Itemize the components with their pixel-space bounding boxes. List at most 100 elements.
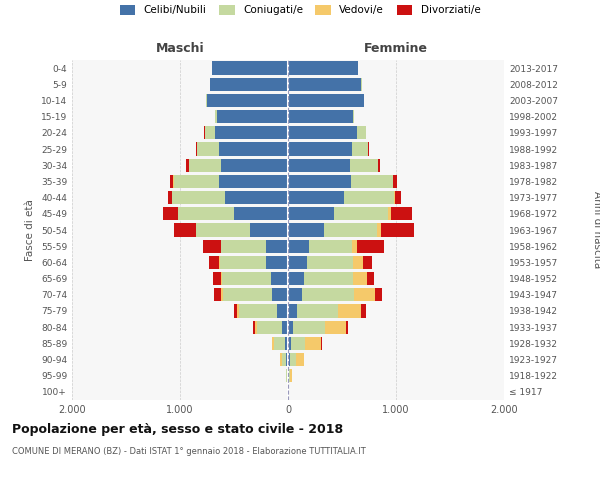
Bar [288, 369, 289, 382]
Bar [290, 353, 296, 366]
Bar [288, 256, 307, 269]
Bar [221, 288, 223, 302]
Bar [288, 62, 358, 74]
Bar [368, 142, 369, 156]
Bar [221, 158, 288, 172]
Bar [215, 126, 288, 140]
Bar [203, 240, 221, 253]
Bar [395, 191, 401, 204]
Bar [196, 142, 197, 156]
Text: Anni di nascita: Anni di nascita [592, 192, 600, 268]
Bar [205, 126, 215, 140]
Bar [346, 320, 349, 334]
Bar [288, 142, 352, 156]
Bar [285, 336, 288, 350]
Bar [288, 240, 308, 253]
Bar [302, 288, 354, 302]
Bar [308, 240, 352, 253]
Bar [388, 207, 391, 220]
Bar [219, 142, 288, 156]
Bar [391, 207, 412, 220]
Bar [217, 110, 288, 124]
Text: Popolazione per età, sesso e stato civile - 2018: Popolazione per età, sesso e stato civil… [12, 422, 343, 436]
Bar [290, 369, 292, 382]
Bar [214, 272, 221, 285]
Bar [288, 158, 350, 172]
Bar [296, 353, 304, 366]
Bar [305, 336, 322, 350]
Bar [286, 369, 287, 382]
Bar [272, 336, 274, 350]
Bar [394, 175, 397, 188]
Bar [266, 240, 288, 253]
Bar [253, 320, 254, 334]
Bar [296, 304, 338, 318]
Bar [209, 256, 219, 269]
Bar [221, 272, 222, 285]
Bar [288, 126, 357, 140]
Bar [287, 369, 288, 382]
Bar [323, 224, 377, 236]
Bar [288, 94, 364, 107]
Bar [219, 175, 288, 188]
Bar [282, 353, 286, 366]
Bar [172, 191, 226, 204]
Bar [239, 304, 277, 318]
Bar [215, 110, 217, 124]
Bar [163, 207, 178, 220]
Y-axis label: Fasce di età: Fasce di età [25, 199, 35, 261]
Bar [220, 256, 266, 269]
Bar [173, 175, 219, 188]
Bar [352, 240, 357, 253]
Bar [357, 126, 366, 140]
Bar [288, 191, 344, 204]
Bar [377, 224, 381, 236]
Bar [222, 272, 271, 285]
Bar [219, 256, 220, 269]
Bar [288, 288, 302, 302]
Bar [361, 304, 366, 318]
Bar [304, 272, 353, 285]
Bar [266, 256, 288, 269]
Bar [289, 369, 290, 382]
Bar [170, 175, 173, 188]
Bar [250, 224, 288, 236]
Bar [334, 207, 388, 220]
Bar [353, 110, 355, 124]
Bar [168, 191, 172, 204]
Text: Femmine: Femmine [364, 42, 428, 55]
Bar [254, 320, 257, 334]
Legend: Celibi/Nubili, Coniugati/e, Vedovi/e, Divorziati/e: Celibi/Nubili, Coniugati/e, Vedovi/e, Di… [119, 5, 481, 15]
Bar [272, 288, 288, 302]
Bar [394, 191, 395, 204]
Bar [234, 304, 237, 318]
Bar [197, 142, 219, 156]
Bar [338, 304, 361, 318]
Bar [350, 175, 393, 188]
Bar [367, 272, 374, 285]
Bar [352, 142, 368, 156]
Bar [234, 207, 288, 220]
Bar [281, 320, 288, 334]
Bar [293, 320, 325, 334]
Bar [288, 336, 291, 350]
Bar [353, 256, 362, 269]
Bar [196, 224, 250, 236]
Text: Maschi: Maschi [155, 42, 205, 55]
Bar [237, 304, 239, 318]
Bar [288, 353, 290, 366]
Bar [257, 320, 281, 334]
Bar [354, 288, 376, 302]
Bar [223, 288, 272, 302]
Bar [271, 272, 288, 285]
Bar [280, 353, 282, 366]
Bar [188, 158, 221, 172]
Bar [187, 158, 188, 172]
Bar [357, 240, 384, 253]
Bar [214, 288, 221, 302]
Bar [350, 158, 377, 172]
Bar [210, 78, 288, 91]
Bar [288, 304, 296, 318]
Bar [207, 94, 288, 107]
Bar [288, 272, 304, 285]
